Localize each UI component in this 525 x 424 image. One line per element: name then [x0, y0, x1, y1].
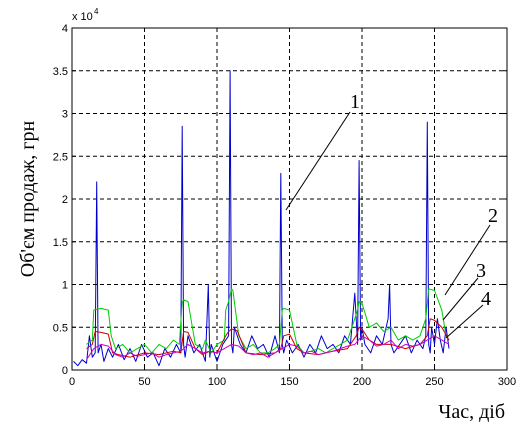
x-tick-label: 300 [498, 376, 516, 388]
series-line-4 [86, 335, 450, 360]
y-tick-label: 1 [62, 280, 68, 292]
y-tick-label: 0.5 [53, 322, 68, 334]
annotation-4-label: 4 [481, 288, 491, 310]
x-tick-label: 150 [280, 376, 298, 388]
x-tick-label: 0 [69, 376, 75, 388]
grid [72, 28, 507, 370]
y-multiplier-exponent: 4 [94, 7, 99, 16]
series-group [73, 70, 450, 367]
series-line-1 [73, 70, 450, 367]
y-tick-label: 0 [62, 365, 68, 377]
annotation-2-label: 2 [488, 205, 498, 227]
x-tick-label: 250 [425, 376, 443, 388]
ticks: 0 50 100 150 200 250 300 0 0.5 1 1.5 2 2.5 3 3.5 4 [53, 23, 516, 388]
x-axis-title: Час, діб [438, 401, 505, 423]
x-tick-label: 50 [138, 376, 150, 388]
annotation-3-leader [442, 277, 479, 321]
annotations: 1 2 3 4 [285, 91, 498, 339]
annotation-3-label: 3 [476, 260, 486, 282]
annotation-1-leader [285, 111, 351, 211]
annotation-4-leader [445, 304, 484, 339]
y-tick-label: 1.5 [53, 237, 68, 249]
y-tick-label: 3 [62, 109, 68, 121]
y-axis-title: Об'єм продаж, грн [17, 121, 39, 278]
x-tick-label: 100 [208, 376, 226, 388]
x-tick-label: 200 [353, 376, 371, 388]
annotation-1-label: 1 [350, 91, 360, 113]
y-tick-label: 3.5 [53, 66, 68, 78]
y-tick-label: 4 [62, 23, 68, 35]
annotation-2-leader [444, 224, 491, 296]
y-tick-label: 2.5 [53, 151, 68, 163]
y-multiplier-label: x 10 [72, 11, 93, 23]
y-tick-label: 2 [62, 194, 68, 206]
